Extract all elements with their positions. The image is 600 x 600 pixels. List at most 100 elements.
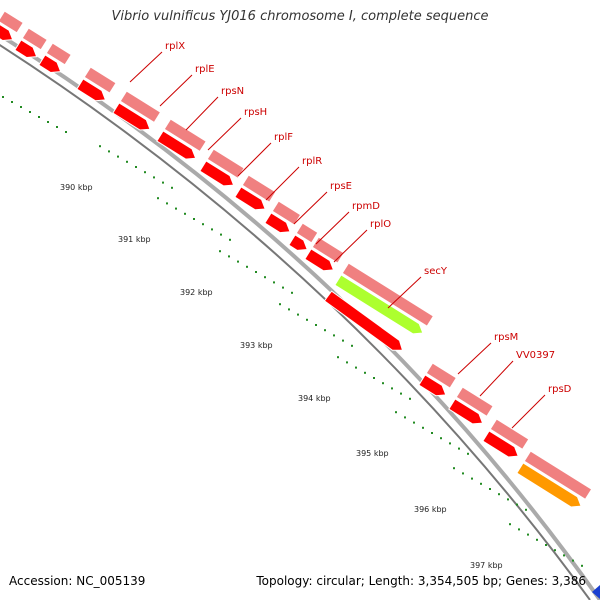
tick-dot <box>291 291 293 294</box>
tick-label: 392 kbp <box>180 288 213 297</box>
scale-tick: 397 kbp <box>470 523 583 570</box>
tick-dot <box>404 416 406 419</box>
topology-footer: Topology: circular; Length: 3,354,505 bp… <box>256 574 586 588</box>
tick-dot <box>333 334 335 337</box>
tick-dot <box>237 260 239 263</box>
gene-arrow <box>418 374 447 397</box>
tick-dot <box>400 392 402 395</box>
gene-feature <box>234 174 277 211</box>
tick-dot <box>29 111 31 113</box>
tick-dot <box>342 339 344 342</box>
leader-line <box>479 360 514 397</box>
scale-tick: 391 kbp <box>118 197 231 244</box>
gene-feature <box>264 200 302 234</box>
scale-tick: 392 kbp <box>180 250 293 297</box>
scale-tick: 394 kbp <box>298 356 411 403</box>
tick-dot <box>228 255 230 258</box>
gene-label-rplf: rplF <box>237 132 293 177</box>
leader-line <box>511 394 546 429</box>
tick-label: 396 kbp <box>414 505 447 514</box>
tick-dot <box>467 452 469 455</box>
tick-dot <box>47 121 49 123</box>
gene-name: rplO <box>370 219 391 230</box>
tick-label: 394 kbp <box>298 394 331 403</box>
tick-dot <box>431 432 433 434</box>
forward-band <box>455 386 494 417</box>
gene-feature <box>199 148 245 187</box>
tick-dot <box>346 361 348 364</box>
gene-feature <box>76 66 117 102</box>
tick-dot <box>581 564 583 567</box>
tick-dot <box>449 442 451 445</box>
forward-band <box>163 118 207 153</box>
leader-line <box>237 142 272 177</box>
gene-name: rplF <box>274 132 293 143</box>
tick-dot <box>458 447 460 450</box>
scale-tick: 393 kbp <box>240 303 353 350</box>
gene-arrow <box>0 22 14 42</box>
tick-label: 393 kbp <box>240 341 273 350</box>
gene-label-rplx: rplX <box>129 41 185 83</box>
gene-name: rpsM <box>494 332 518 343</box>
tick-dot <box>563 554 565 557</box>
gene-name: VV0397 <box>516 350 555 361</box>
tick-dot <box>355 366 357 369</box>
gene-name: secY <box>424 266 448 277</box>
gene-feature <box>482 418 530 458</box>
scale-tick: 396 kbp <box>414 467 527 514</box>
gene-feature <box>112 90 162 131</box>
tick-label: 397 kbp <box>470 561 503 570</box>
backbone-outer <box>0 32 600 600</box>
tick-dot <box>282 286 284 289</box>
gene-arrow <box>264 212 291 234</box>
forward-band <box>311 236 345 264</box>
gene-label-rpmd: rpmD <box>315 201 380 245</box>
gene-arrow <box>482 430 519 458</box>
gene-feature <box>304 236 345 272</box>
gene-feature <box>334 262 435 335</box>
tick-dot <box>395 411 397 414</box>
gene-arrow <box>234 186 266 211</box>
gene-arrow <box>334 274 424 335</box>
accession-label: Accession: <box>9 574 73 588</box>
tick-dot <box>572 559 574 562</box>
tick-dot <box>324 329 326 332</box>
tick-dot <box>422 426 424 429</box>
tick-dot <box>453 467 455 470</box>
tick-label: 391 kbp <box>118 235 151 244</box>
scale-tick: 390 kbp <box>60 145 173 192</box>
forward-band <box>119 90 162 124</box>
leader-line <box>387 276 422 309</box>
tick-label: 390 kbp <box>60 183 93 192</box>
tick-dot <box>255 271 257 273</box>
forward-band <box>425 362 458 389</box>
tick-dot <box>193 218 195 220</box>
tick-dot <box>351 344 353 347</box>
tick-dot <box>516 503 518 506</box>
tick-dot <box>498 493 500 496</box>
tick-dot <box>126 160 128 163</box>
tick-dot <box>527 533 529 536</box>
leader-line <box>333 229 368 263</box>
gene-name: rpsD <box>548 384 572 395</box>
tick-dot <box>11 101 13 103</box>
forward-band <box>489 418 530 451</box>
forward-band <box>21 27 48 51</box>
gene-arrow <box>199 160 235 187</box>
leader-line <box>265 166 300 201</box>
tick-dot <box>337 356 339 359</box>
gene-arrow <box>288 234 308 251</box>
leader-line <box>457 342 492 375</box>
tick-dot <box>246 265 248 268</box>
backbone-inner <box>0 44 591 600</box>
tick-dot <box>440 437 442 440</box>
gene-name: rplX <box>165 41 185 52</box>
tick-dot <box>288 308 290 311</box>
gene-arrow <box>14 39 38 59</box>
forward-band <box>83 66 117 94</box>
tick-dot <box>315 324 317 326</box>
tick-dot <box>229 238 231 241</box>
tick-dot <box>99 145 101 148</box>
tick-dot <box>480 482 482 485</box>
